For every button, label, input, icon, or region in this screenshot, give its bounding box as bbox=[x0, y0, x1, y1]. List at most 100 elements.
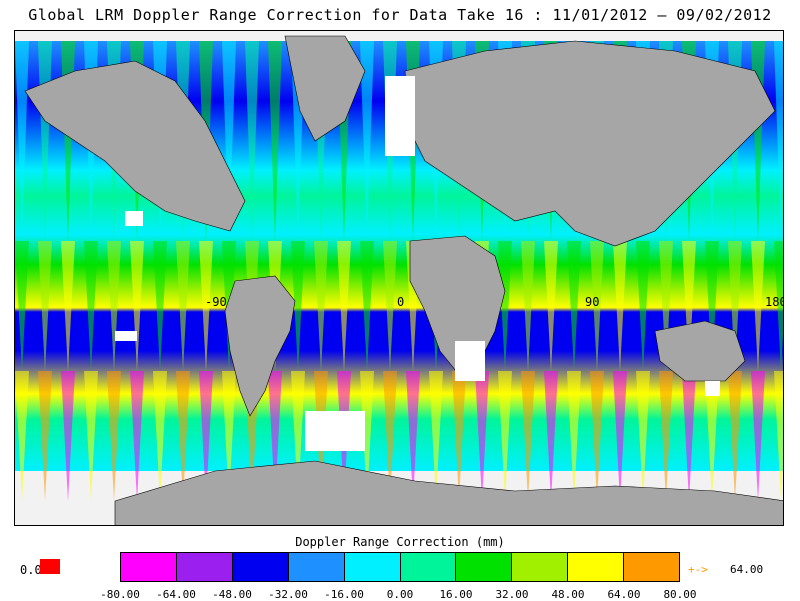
ground-track-stripe bbox=[61, 241, 75, 371]
ground-track-stripe bbox=[383, 241, 397, 371]
ground-track-stripe bbox=[38, 371, 52, 501]
data-gap bbox=[115, 331, 137, 341]
ground-track-stripe bbox=[245, 41, 259, 241]
color-bar-segment bbox=[176, 553, 233, 581]
ground-track-stripe bbox=[84, 371, 98, 501]
ground-track-stripe bbox=[107, 371, 121, 501]
color-bar-segment bbox=[456, 553, 513, 581]
ground-track-stripe bbox=[268, 41, 282, 241]
ground-track-stripe bbox=[567, 241, 581, 371]
ground-track-stripe bbox=[636, 371, 650, 501]
land-masses bbox=[24, 35, 783, 525]
ground-track-stripe bbox=[774, 241, 783, 371]
color-bar-segment bbox=[344, 553, 401, 581]
ground-track-stripe bbox=[774, 371, 783, 501]
color-bar-segment bbox=[624, 553, 680, 581]
ground-track-stripe bbox=[567, 371, 581, 501]
ground-track-stripe bbox=[291, 241, 305, 371]
greenland-land bbox=[284, 35, 366, 142]
data-gap bbox=[125, 211, 143, 226]
ground-track-stripe bbox=[291, 371, 305, 501]
ground-track-stripe bbox=[107, 241, 121, 371]
color-bar-segment bbox=[400, 553, 457, 581]
ground-track-stripe bbox=[705, 241, 719, 371]
data-gap bbox=[385, 76, 415, 156]
color-bar-tick-label: -32.00 bbox=[268, 588, 308, 601]
legend-title: Doppler Range Correction (mm) bbox=[295, 535, 505, 549]
europe-asia-land bbox=[404, 40, 776, 247]
ground-track-stripe bbox=[544, 241, 558, 371]
ground-track-stripe bbox=[199, 371, 213, 501]
longitude-label: 0 bbox=[397, 295, 405, 309]
ground-track-stripe bbox=[682, 371, 696, 501]
color-bar-segment bbox=[288, 553, 345, 581]
ground-track-stripe bbox=[682, 241, 696, 371]
ground-track-stripe bbox=[751, 371, 765, 501]
data-gap bbox=[705, 381, 720, 396]
color-bar-tick-label: 0.00 bbox=[386, 588, 414, 601]
data-gaps bbox=[115, 76, 720, 451]
longitude-label: 90 bbox=[585, 295, 600, 309]
zero-swatch bbox=[40, 559, 60, 574]
ground-track-stripe bbox=[15, 241, 29, 371]
color-bar-tick-label: -80.00 bbox=[100, 588, 140, 601]
ground-track-stripe bbox=[337, 241, 351, 371]
world-map: -90 0 90 180 bbox=[14, 30, 784, 526]
color-bar-tick-label: 32.00 bbox=[495, 588, 529, 601]
ground-track-stripe bbox=[452, 371, 466, 501]
ground-track-stripe bbox=[153, 241, 167, 371]
color-bar-segment bbox=[121, 553, 177, 581]
ground-track-stripe bbox=[429, 371, 443, 501]
ground-track-stripe bbox=[61, 371, 75, 501]
ground-track-stripe bbox=[751, 241, 765, 371]
ground-track-stripe bbox=[360, 371, 374, 501]
ground-track-stripe bbox=[268, 371, 282, 501]
zero-label: 0.0 bbox=[20, 563, 42, 577]
ground-track-stripe bbox=[130, 371, 144, 501]
ground-track-stripe bbox=[636, 241, 650, 371]
ground-track-stripe bbox=[153, 371, 167, 501]
overflow-arrow: +-> bbox=[688, 563, 708, 576]
map-title: Global LRM Doppler Range Correction for … bbox=[28, 6, 772, 24]
color-bar-tick-label: 48.00 bbox=[551, 588, 585, 601]
antarctica-land bbox=[114, 460, 783, 525]
longitude-label: 180 bbox=[765, 295, 783, 309]
ground-track-stripe bbox=[498, 241, 512, 371]
ground-track-stripe bbox=[705, 371, 719, 501]
ground-track-stripe bbox=[199, 241, 213, 371]
north-america-land bbox=[24, 60, 246, 232]
color-bar-tick-label: 64.00 bbox=[607, 588, 641, 601]
ground-track-stripe bbox=[728, 371, 742, 501]
ground-track-stripe bbox=[774, 41, 783, 241]
ground-track-stripe bbox=[176, 371, 190, 501]
south-america-land bbox=[224, 275, 296, 417]
color-bar bbox=[120, 552, 680, 582]
australia-land bbox=[654, 320, 746, 382]
ground-track-stripe bbox=[498, 371, 512, 501]
color-bar-segment bbox=[568, 553, 625, 581]
ground-track-stripe bbox=[360, 241, 374, 371]
ground-track-stripe bbox=[38, 241, 52, 371]
ground-track-stripe bbox=[728, 241, 742, 371]
ground-track-stripe bbox=[544, 371, 558, 501]
ground-track-stripe bbox=[314, 241, 328, 371]
color-bar-tick-label: -48.00 bbox=[212, 588, 252, 601]
ground-track-stripe bbox=[360, 41, 374, 241]
color-bar-tick-label: -64.00 bbox=[156, 588, 196, 601]
ground-track-stripe bbox=[590, 241, 604, 371]
ground-track-stripe bbox=[475, 371, 489, 501]
ground-track-stripe bbox=[84, 241, 98, 371]
ground-track-stripe bbox=[659, 371, 673, 501]
color-bar-tick-label: -16.00 bbox=[324, 588, 364, 601]
ground-track-stripe bbox=[222, 41, 236, 241]
ground-track-stripe bbox=[521, 241, 535, 371]
ground-track-stripe bbox=[383, 371, 397, 501]
color-bar-segment bbox=[232, 553, 289, 581]
ground-track-stripe bbox=[406, 371, 420, 501]
color-bar-tick-label: 80.00 bbox=[663, 588, 697, 601]
ground-track-stripe bbox=[521, 371, 535, 501]
data-gap bbox=[305, 411, 365, 451]
color-bar-tick-label: 16.00 bbox=[439, 588, 473, 601]
ground-track-stripe bbox=[659, 241, 673, 371]
ground-track-stripe bbox=[590, 371, 604, 501]
